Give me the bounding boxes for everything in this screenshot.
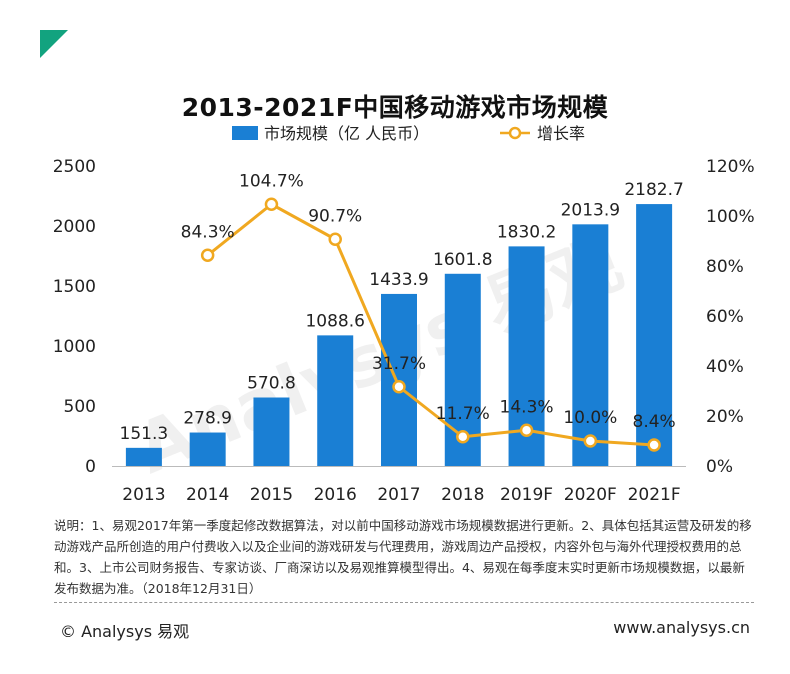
growth-point-2018: [456, 430, 470, 444]
copyright-text: © Analysys 易观: [60, 622, 190, 641]
footer-divider: [54, 602, 754, 603]
growth-point-2019F: [519, 423, 534, 437]
growth-point-2017: [392, 380, 406, 394]
bar-label-2020F: 2013.9: [561, 200, 620, 220]
bar-label-2013: 151.3: [120, 424, 169, 444]
growth-label-2020F: 10.0%: [563, 408, 617, 428]
bar-label-2014: 278.9: [183, 409, 232, 429]
bar-2020F: [572, 224, 609, 466]
legend: 市场规模（亿 人民币） 增长率: [232, 124, 585, 143]
left-tick-label: 500: [64, 397, 96, 417]
growth-label-2017: 31.7%: [372, 354, 426, 374]
left-axis-ticks: 0 500 1000 1500 2000 2500: [53, 157, 96, 477]
corner-accent-shape: [40, 30, 68, 58]
left-tick-label: 0: [85, 457, 96, 477]
x-label-2016: 2016: [314, 485, 357, 505]
growth-point-2015: [264, 197, 279, 211]
growth-label-2014: 84.3%: [181, 222, 235, 242]
bar-2015: [253, 397, 290, 466]
bar-label-2018: 1601.8: [433, 250, 492, 270]
x-label-2015: 2015: [250, 485, 293, 505]
legend-bar-label: 市场规模（亿 人民币）: [264, 124, 429, 143]
right-tick-label: 20%: [706, 407, 744, 427]
x-label-2013: 2013: [122, 485, 165, 505]
x-axis-labels: 2013 2014 2015 2016 2017 2018 2019F 2020F 2021F: [122, 485, 680, 505]
bar-label-2021F: 2182.7: [624, 180, 683, 200]
growth-label-2018: 11.7%: [436, 404, 490, 424]
right-axis-ticks: 0% 20% 40% 60% 80% 100% 120%: [706, 157, 755, 477]
right-tick-label: 100%: [706, 207, 755, 227]
right-tick-label: 40%: [706, 357, 744, 377]
bar-2016: [317, 335, 354, 466]
legend-line-marker: [508, 126, 522, 140]
legend-line-label: 增长率: [537, 124, 585, 143]
right-tick-label: 120%: [706, 157, 755, 177]
x-label-2020F: 2020F: [564, 485, 617, 505]
left-tick-label: 2000: [53, 217, 96, 237]
x-label-2014: 2014: [186, 485, 229, 505]
growth-value-labels: 84.3% 104.7%90.7% 31.7% 11.7% 14.3% 10.0% 8.4%: [181, 171, 676, 432]
bar-label-2015: 570.8: [247, 374, 296, 394]
bar-2017: [381, 293, 417, 466]
growth-label-2021F: 8.4%: [633, 412, 676, 432]
growth-line-series: [200, 197, 661, 452]
x-label-2019F: 2019F: [500, 485, 553, 505]
bar-value-labels: 151.3278.9570.81088.61433.91601.81830.22…: [120, 180, 684, 444]
x-label-2017: 2017: [377, 485, 420, 505]
right-tick-label: 80%: [706, 257, 744, 277]
right-tick-label: 60%: [706, 307, 744, 327]
legend-bar-swatch: [232, 126, 258, 140]
left-tick-label: 1500: [53, 277, 96, 297]
right-tick-label: 0%: [706, 457, 733, 477]
growth-point-2021F: [647, 438, 661, 452]
growth-point-2020F: [583, 434, 598, 448]
x-label-2018: 2018: [441, 485, 484, 505]
bar-2013: [125, 447, 162, 466]
bar-label-2019F: 1830.2: [497, 222, 556, 242]
chart-notes: 说明：1、易观2017年第一季度起修改数据算法，对以前中国移动游戏市场规模数据进…: [54, 518, 752, 596]
chart-area: 市场规模（亿 人民币） 增长率 0 500 1000 1500 2000 2500 0% 20…: [53, 124, 755, 505]
x-label-2021F: 2021F: [628, 485, 681, 505]
growth-point-2016: [328, 232, 342, 246]
bar-series: [125, 204, 673, 467]
left-tick-label: 1000: [53, 337, 96, 357]
bar-label-2016: 1088.6: [305, 311, 364, 331]
growth-point-2014: [200, 248, 215, 262]
bar-2014: [189, 432, 226, 466]
growth-line: [206, 202, 655, 447]
website-link[interactable]: www.analysys.cn: [613, 618, 750, 637]
growth-label-2019F: 14.3%: [500, 397, 554, 417]
bar-label-2017: 1433.9: [369, 270, 428, 290]
chart-title: 2013-2021F中国移动游戏市场规模: [181, 93, 609, 122]
left-tick-label: 2500: [53, 157, 96, 177]
bar-2021F: [636, 204, 673, 467]
growth-label-2016: 90.7%: [308, 206, 362, 226]
growth-label-2015: 104.7%: [239, 171, 304, 191]
